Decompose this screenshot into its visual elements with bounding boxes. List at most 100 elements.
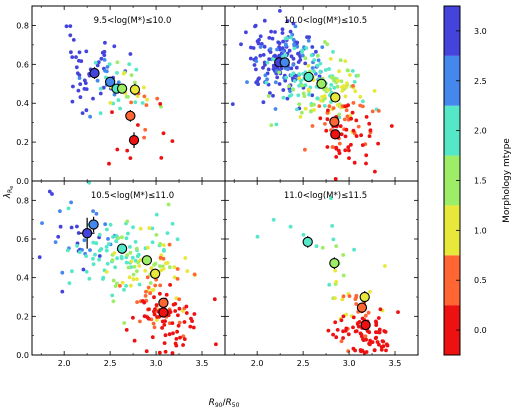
scatter-point (335, 103, 340, 107)
scatter-point (80, 111, 85, 115)
scatter-point (337, 115, 342, 120)
scatter-point (351, 101, 356, 105)
scatter-point (142, 85, 146, 90)
scatter-point (336, 78, 340, 83)
scatter-point (295, 44, 300, 49)
scatter-point (140, 101, 145, 105)
scatter-point (118, 284, 122, 288)
scatter-point (344, 312, 348, 317)
scatter-point (125, 219, 130, 224)
scatter-point (116, 80, 121, 85)
colorbar-tick-label: 1.5 (474, 177, 487, 186)
scatter-point (274, 122, 279, 127)
scatter-point (88, 248, 92, 253)
scatter-point (177, 306, 182, 311)
mean-point (150, 268, 161, 279)
y-tick-label: 0.8 (16, 21, 29, 30)
scatter-point (298, 58, 303, 62)
scatter-point (159, 156, 164, 160)
mean-point (88, 216, 99, 233)
scatter-point (87, 276, 92, 281)
scatter-point (254, 56, 258, 61)
scatter-point (97, 232, 102, 237)
scatter-point (292, 42, 296, 47)
scatter-point (47, 189, 52, 194)
scatter-point (128, 52, 133, 56)
mean-markers (302, 236, 371, 331)
scatter-point (161, 131, 166, 136)
scatter-point (382, 329, 387, 333)
scatter-point (340, 88, 345, 93)
scatter-point (184, 304, 189, 309)
scatter-point (115, 147, 120, 152)
scatter-point (339, 318, 344, 323)
scatter-point (181, 334, 186, 339)
scatter-point (273, 107, 278, 111)
scatter-point (115, 256, 119, 261)
scatter-point (214, 342, 218, 347)
mean-point (359, 291, 370, 303)
scatter-point (269, 123, 274, 127)
scatter-point (230, 102, 235, 106)
mean-point (158, 307, 169, 318)
scatter-point (126, 265, 131, 270)
scatter-point (367, 121, 372, 126)
colorbar-bin (444, 255, 460, 306)
scatter-point (192, 272, 197, 277)
scatter-point (341, 253, 346, 257)
scatter-point (326, 328, 331, 333)
scatter-point (303, 106, 308, 111)
scatter-point (170, 321, 175, 325)
scatter-point (332, 85, 337, 90)
scatter-point (116, 236, 121, 241)
scatter-point (360, 143, 365, 148)
scatter-point (87, 181, 91, 185)
scatter-point (102, 53, 107, 58)
scatter-point (376, 141, 380, 146)
scatter-point (50, 192, 54, 196)
mean-marker (303, 71, 314, 83)
scatter-point (361, 337, 365, 341)
scatter-point (124, 328, 129, 332)
scatter-point (294, 65, 299, 70)
scatter-point (192, 312, 197, 316)
scatter-point (84, 108, 89, 113)
mean-marker (329, 116, 340, 127)
scatter-point (301, 232, 306, 237)
scatter-point (351, 315, 356, 320)
mean-marker (279, 57, 290, 68)
scatter-point (244, 30, 248, 35)
scatter-point (376, 330, 381, 335)
scatter-point (327, 67, 331, 71)
scatter-point (343, 104, 347, 109)
scatter-point (152, 295, 156, 300)
mean-point (329, 257, 340, 269)
x-tick-label: 3.0 (150, 359, 163, 368)
scatter-point (127, 245, 132, 249)
scatter-point (136, 123, 140, 127)
scatter-point (146, 245, 150, 250)
scatter-point (105, 261, 110, 266)
scatter-point (284, 42, 288, 47)
scatter-point (145, 97, 150, 102)
scatter-point (309, 53, 314, 58)
scatter-point (262, 44, 267, 49)
scatter-point (40, 221, 44, 226)
mean-point (116, 83, 128, 94)
scatter-point (177, 320, 182, 325)
scatter-point (318, 116, 323, 121)
scatter-point (143, 127, 148, 132)
x-tick-label: 2.5 (104, 359, 117, 368)
scatter-point (354, 302, 359, 306)
scatter-point (381, 339, 386, 344)
scatter-point (275, 47, 279, 52)
scatter-point (131, 315, 135, 320)
scatter-point (346, 103, 350, 108)
scatter-point (118, 106, 122, 111)
scatter-point (128, 250, 133, 255)
scatter-point (132, 264, 137, 269)
scatter-point (346, 68, 350, 73)
scatter-point (326, 88, 330, 92)
scatter-point (363, 313, 368, 318)
scatter-point (162, 249, 166, 253)
